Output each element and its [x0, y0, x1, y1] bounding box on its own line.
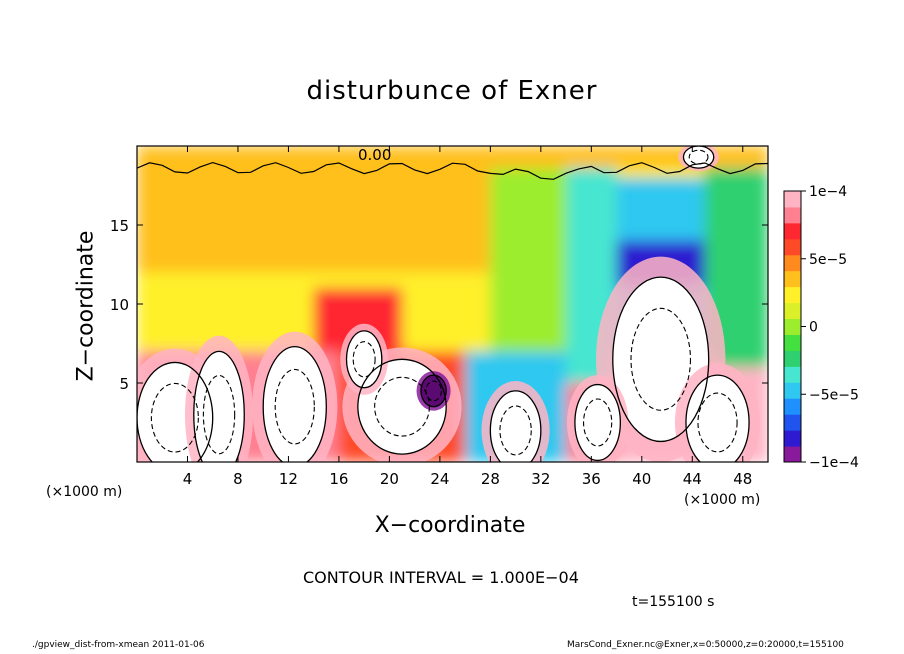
- footer-left: ./gpview_dist-from-xmean 2011-01-06: [32, 640, 205, 650]
- contour-inner-6: [630, 307, 692, 411]
- x-tick-label: 12: [279, 470, 298, 488]
- colorbar-swatch: [784, 398, 801, 415]
- x-tick-label: 16: [329, 470, 348, 488]
- saturated-region-2: [263, 346, 327, 462]
- contour-label: 0.00: [358, 146, 391, 164]
- contour-10: [420, 374, 447, 408]
- colorbar-swatch: [784, 238, 801, 256]
- contour-inner-0: [150, 382, 199, 453]
- colorbar-label: 0: [809, 320, 818, 336]
- x-tick-label: 36: [582, 470, 601, 488]
- colorbar-swatch: [784, 430, 801, 447]
- contour-inner-1: [202, 374, 236, 455]
- contour-inner-8: [697, 392, 738, 453]
- contour-1: [193, 350, 245, 462]
- y-axis-label: Z−coordinate: [73, 230, 99, 382]
- colorbar-swatch: [784, 446, 801, 463]
- y-tick-label: 5: [119, 375, 129, 393]
- x-tick-label: 20: [380, 470, 399, 488]
- colorbar-swatch: [784, 286, 801, 304]
- contour-0: [137, 361, 214, 462]
- contour-inner-2: [274, 368, 315, 445]
- colorbar-label: −1e−4: [809, 455, 859, 471]
- field-cell-0: [137, 146, 768, 169]
- x-tick-label: 48: [733, 470, 752, 488]
- colorbar-swatch: [784, 191, 801, 208]
- x-axis-label: X−coordinate: [374, 513, 526, 538]
- y-tick-label: 10: [110, 296, 129, 314]
- contour-3: [357, 358, 447, 455]
- saturated-region-7: [574, 384, 621, 461]
- x-tick-label: 24: [430, 470, 449, 488]
- colorbar-swatch: [784, 222, 801, 240]
- colorbar-swatch: [784, 366, 801, 383]
- colorbar-label: 5e−5: [809, 252, 847, 268]
- contour-inner-3: [374, 376, 430, 437]
- x-tick-label: 44: [683, 470, 702, 488]
- contour-7: [574, 383, 621, 462]
- x-axis: 4 8 12 16 20 24 28 32 36 40 44 48: [183, 146, 752, 488]
- y-tick-label: 15: [110, 217, 129, 235]
- saturated-region-1: [193, 351, 245, 462]
- time-label: t=155100 s: [632, 594, 715, 610]
- colorbar-swatch: [784, 350, 801, 367]
- x-tick-label: 8: [233, 470, 243, 488]
- color-field: [137, 146, 768, 462]
- colorbar-swatch: [784, 270, 801, 288]
- field-cell-8: [389, 193, 453, 273]
- colorbar-swatch: [784, 334, 801, 351]
- colorbar-swatch: [784, 382, 801, 399]
- contour-inner-5: [499, 405, 532, 456]
- contour-inner-4: [352, 341, 376, 378]
- contour-8: [685, 374, 750, 462]
- x-unit-label-right: (×1000 m): [684, 492, 761, 508]
- footer-right: MarsCond_Exner.nc@Exner,x=0:50000,z=0:20…: [567, 640, 844, 650]
- contour-interval: CONTOUR INTERVAL = 1.000E−04: [303, 568, 579, 587]
- contour-lines: [137, 146, 768, 462]
- colorbar-swatch: [784, 414, 801, 431]
- x-unit-label: (×1000 m): [46, 484, 123, 500]
- contour-6: [612, 276, 710, 443]
- colorbar-swatch: [784, 254, 801, 272]
- x-tick-label: 40: [632, 470, 651, 488]
- contour-inner-7: [582, 398, 613, 447]
- x-tick-label: 32: [531, 470, 550, 488]
- x-tick-label: 28: [481, 470, 500, 488]
- saturated-region-9: [683, 146, 714, 169]
- x-tick-label: 4: [183, 470, 193, 488]
- colorbar-label: −5e−5: [809, 387, 859, 403]
- contour-2: [262, 346, 327, 462]
- colorbar-swatch: [784, 302, 801, 320]
- chart-title: disturbunce of Exner: [306, 76, 598, 106]
- contour-9: [682, 146, 715, 169]
- y-axis: 5 10 15: [110, 217, 768, 393]
- colorbar-swatch: [784, 318, 801, 335]
- colorbar: 1e−4 5e−5 0 −5e−5 −1e−4: [783, 184, 859, 471]
- colorbar-swatch: [784, 206, 801, 224]
- contour-5: [489, 390, 542, 462]
- contour-inner-10: [425, 380, 442, 402]
- colorbar-label: 1e−4: [809, 184, 847, 200]
- contour-4: [345, 330, 383, 389]
- zero-contour: [137, 161, 768, 180]
- saturated-region-4: [346, 330, 382, 388]
